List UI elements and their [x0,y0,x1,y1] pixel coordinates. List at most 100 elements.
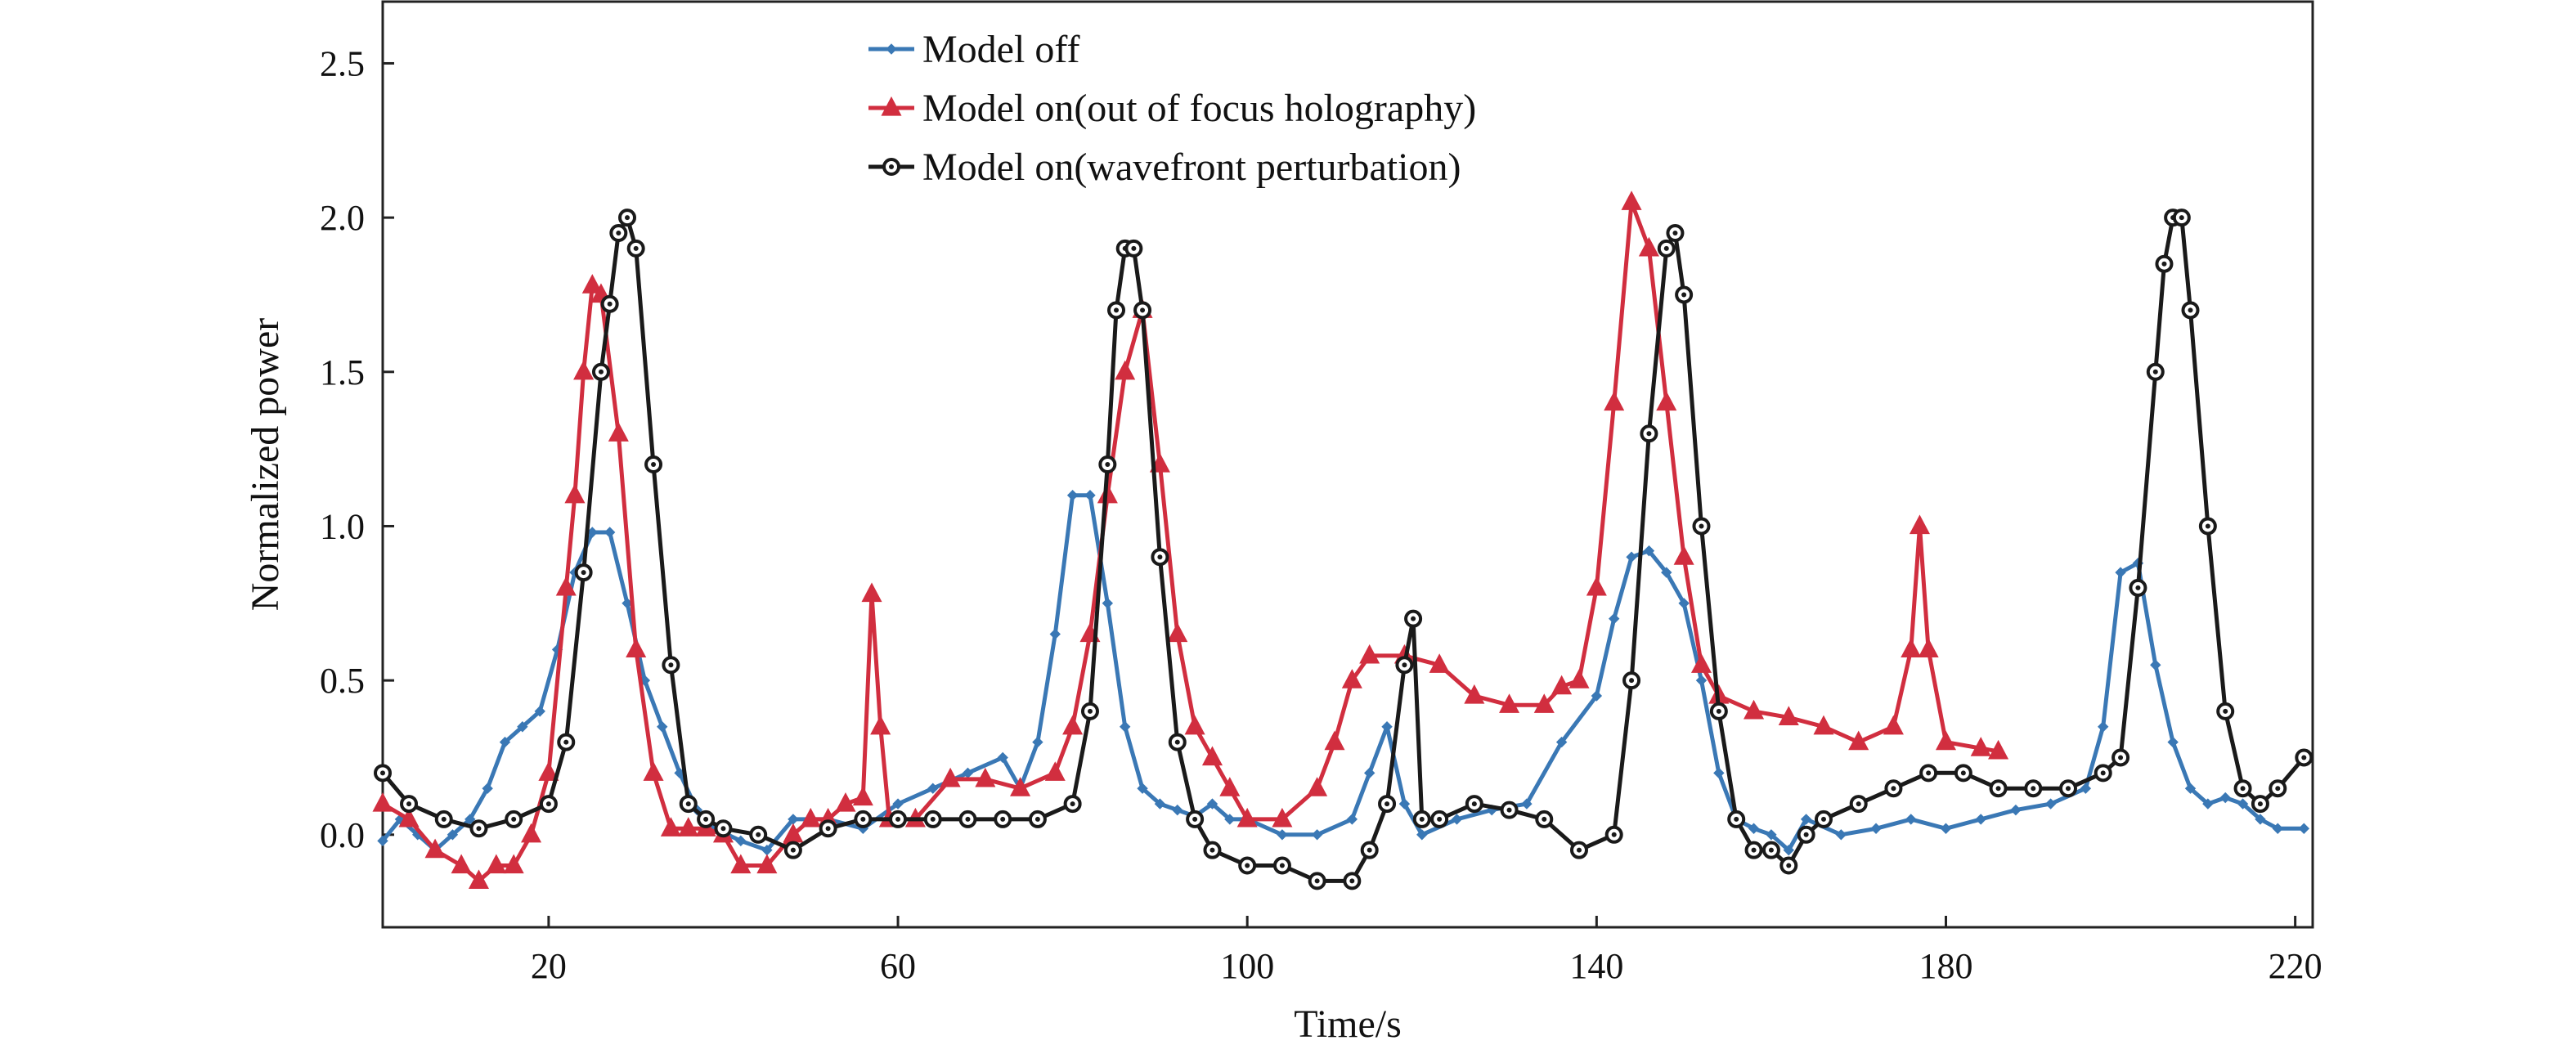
series-2-point [468,869,489,889]
series-1-point [1835,829,1847,841]
series-2-point [1044,761,1066,781]
series-2-point [1901,638,1922,657]
series-1-point [1940,823,1952,834]
series-2-point [608,422,629,442]
series-3-point-center [1891,786,1896,792]
series-3-point-center [825,826,831,832]
series-2-point [1883,715,1904,735]
series-3-point-center [1131,245,1137,251]
series-1-point [1363,767,1376,779]
x-axis-ticks: 20 60 100 140 180 220 [531,916,2322,986]
series-3-point-center [1349,878,1355,884]
series-3-point-center [703,816,709,822]
series-3-point-center [598,369,604,375]
series-3-point-center [1105,462,1111,467]
series-1-point [1555,736,1568,748]
series-1-point [2115,567,2126,578]
x-tick-label: 60 [880,946,916,986]
series-2-point [1464,684,1485,704]
series-2-point [1690,653,1712,673]
series-1-point [1277,829,1288,841]
series-2-point [486,854,507,874]
series-3-point-center [1140,307,1146,313]
series-2-point [1621,191,1642,210]
series-3-point-center [1803,832,1809,837]
series-1-point [892,798,904,810]
series-2-point [1988,739,2009,760]
legend-label: Model on(wavefront perturbation) [922,146,1461,189]
series-layer [372,191,2313,890]
series-1-point [2272,823,2283,834]
series-1-point [1119,721,1131,733]
series-3-point-center [406,801,412,807]
y-tick-label: 1.0 [320,506,365,546]
series-3-point-center [651,462,657,467]
series-2-point [1115,360,1136,380]
series-3-point-center [1367,847,1372,853]
series-3-point-center [1384,801,1390,807]
series-1-point [2255,814,2266,825]
series-3-point-center [790,847,796,853]
series-2-point [1499,693,1520,713]
x-tick-label: 220 [2269,946,2322,986]
series-1-point [1713,767,1725,779]
series-1-point [2098,721,2109,733]
series-3-point-center [1034,816,1040,822]
series-3-point-center [2152,369,2158,375]
y-tick-label: 1.5 [320,352,365,392]
series-3-point-center [2135,585,2141,590]
series-3-point-center [1768,847,1774,853]
series-3-point-center [1699,523,1704,529]
y-tick-label: 2.0 [320,198,365,238]
series-2-point [1568,669,1590,688]
legend-label: Model on(out of focus holography) [922,87,1476,130]
series-1-point [2080,783,2092,794]
y-tick-label: 0.5 [320,661,365,701]
series-3-point-center [1114,307,1120,313]
series-3-point-center [563,739,569,745]
series-1-point [1643,545,1655,557]
series-1-point [1137,783,1148,794]
series-3-point-center [2118,755,2124,760]
series-2-point [564,483,586,504]
series-1-point [2167,736,2179,748]
y-axis-label: Normalized power [244,318,287,612]
series-3-point-center [1576,847,1582,853]
series-2-point [1638,236,1659,257]
series-2-point [372,792,393,812]
series-3-point-center [633,245,639,251]
series-3-point-center [581,570,586,576]
series-2-point [1010,777,1031,796]
legend-swatch-marker [886,43,897,55]
series-3-point-center [965,816,971,822]
series-3-point-center [607,301,613,307]
series-1-point [1905,814,1917,825]
series-3-point-center [1411,616,1416,621]
series-3-point-center [1279,863,1285,868]
series-3-point-center [668,662,674,668]
series-3-point-center [1646,431,1652,437]
series-2-point [626,638,647,657]
series-1-point [1032,736,1043,748]
x-tick-label: 180 [1919,946,1972,986]
series-1-point [2150,659,2161,671]
series-2-point [538,761,559,781]
series-3-point-center [1471,801,1477,807]
x-tick-label: 100 [1220,946,1274,986]
series-1-point [517,721,528,733]
series-1-point [482,783,493,794]
series-1-point [2044,798,2057,810]
series-3-point-center [1681,292,1687,298]
series-1-point [1154,798,1166,810]
series-3-point-center [1070,801,1075,807]
series-2-point [852,786,873,806]
series-3-point-center [1000,816,1006,822]
series-2-point [730,854,752,874]
series-2-point [1909,514,1930,535]
series-3-point-center [2257,801,2263,807]
series-3-point-center [1314,878,1320,884]
series-2-point [573,360,595,380]
series-3-point-center [685,801,691,807]
series-1-point [657,721,668,733]
series-3-point-center [2100,770,2106,776]
